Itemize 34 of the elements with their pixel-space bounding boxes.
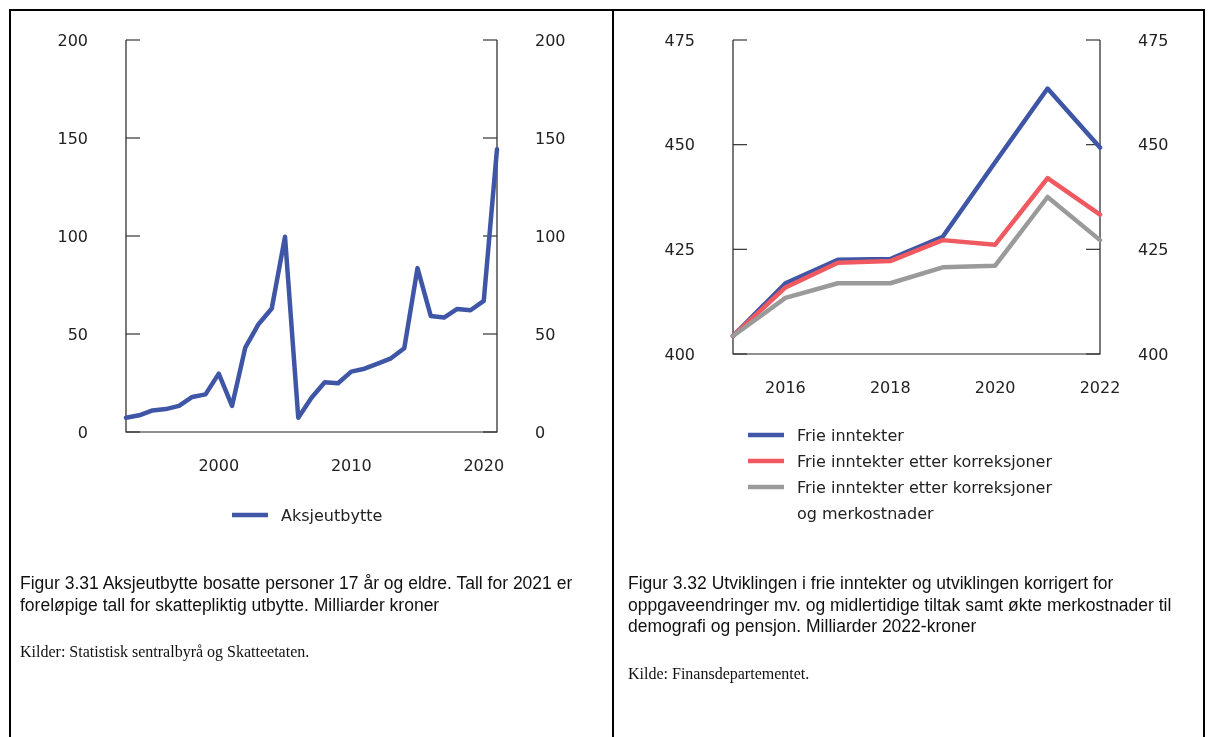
x-tick-label: 2018 [869, 377, 911, 397]
y-tick-label: 50 [67, 324, 88, 344]
y2-tick-label: 200 [535, 30, 566, 50]
text: Figur 3.32 Utviklingen i frie inntekter og utviklingen korrigert for oppgaveendringer mv. og midlertidige tiltak samt økte merkostnader til demografi og pensjon. Milliarder 2022-kroner [628, 573, 1172, 636]
y-tick-label: 475 [664, 30, 695, 50]
line-series [123, 146, 500, 420]
text: Figur 3.31 Aksjeutbytte bosatte personer 17 år og eldre. Tall for 2021 er foreløpige tall for skattepliktig utbytte. Milliarder kroner [20, 573, 573, 615]
y2-tick-label: 100 [535, 226, 566, 246]
y-tick-label: 400 [664, 344, 695, 364]
x-tick-label: 2010 [330, 455, 372, 475]
y-tick-label: 425 [664, 239, 695, 259]
x-tick-label: 2022 [1079, 377, 1121, 397]
x-tick-label: 2020 [974, 377, 1016, 397]
y-tick-label: 150 [57, 128, 88, 148]
x-tick-label: 2020 [463, 455, 505, 475]
y-tick-label: 0 [77, 422, 88, 442]
x-tick-label: 2000 [198, 455, 240, 475]
text: Kilde: Finansdepartementet. [628, 664, 810, 683]
text: Kilder: Statistisk sentralbyrå og Skatteetaten. [20, 643, 310, 661]
legend-label: Aksjeutbytte [281, 505, 383, 525]
y2-tick-label: 425 [1138, 239, 1169, 259]
y2-tick-label: 150 [535, 128, 566, 148]
y2-tick-label: 475 [1138, 30, 1169, 50]
y-tick-label: 100 [57, 226, 88, 246]
legend-label: Frie inntekter etter korreksjoner og merkostnader [797, 477, 1053, 523]
y2-tick-label: 0 [535, 422, 546, 442]
y-tick-label: 450 [664, 135, 695, 155]
y-tick-label: 200 [57, 30, 88, 50]
legend-label: Frie inntekter etter korreksjoner [797, 451, 1053, 471]
legend-label: Frie inntekter [797, 425, 905, 445]
y2-tick-label: 450 [1138, 135, 1169, 155]
y2-tick-label: 400 [1138, 344, 1169, 364]
y2-tick-label: 50 [535, 324, 556, 344]
x-tick-label: 2016 [765, 377, 806, 397]
